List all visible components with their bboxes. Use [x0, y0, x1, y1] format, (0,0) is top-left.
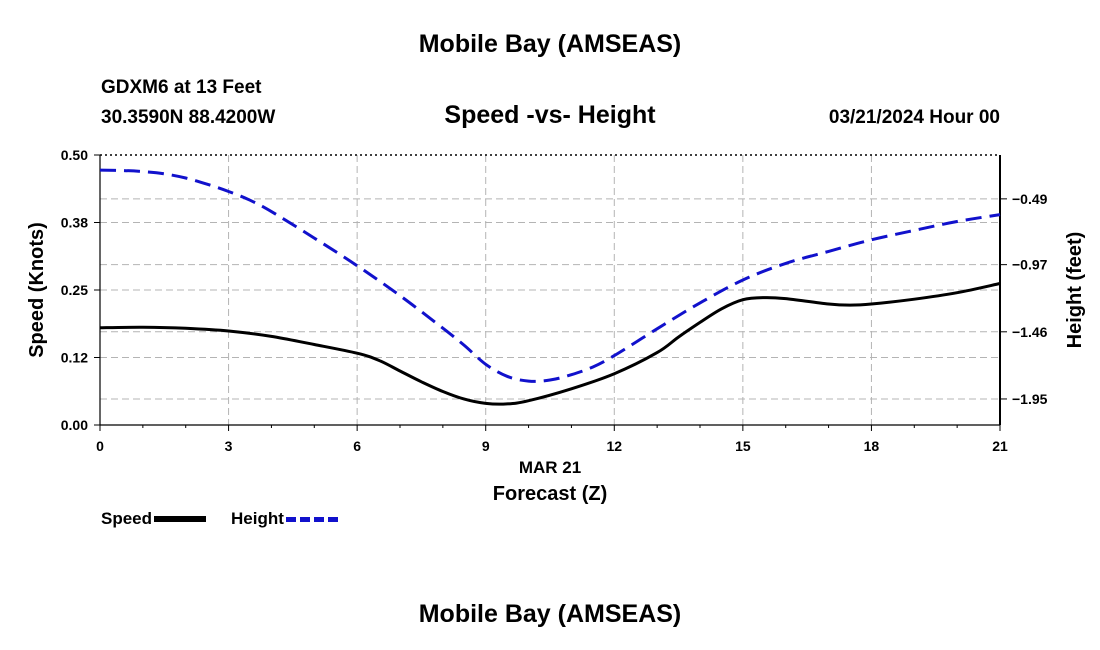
- legend-height: Height: [231, 509, 338, 529]
- station-label: GDXM6 at 13 Feet: [101, 77, 262, 98]
- y2-axis-title: Height (feet): [1064, 232, 1086, 349]
- x-tick-label: 9: [482, 438, 490, 454]
- chart-title-bottom: Mobile Bay (AMSEAS): [418, 600, 682, 628]
- speed-series-line: [99, 282, 1001, 406]
- y-tick-label: 0.50: [61, 147, 88, 163]
- x-tick-label: 6: [353, 438, 361, 454]
- x-tick-label: 0: [96, 438, 104, 454]
- y2-tick-label: −1.46: [1012, 324, 1048, 340]
- x-axis-date-label: MAR 21: [519, 458, 581, 477]
- y2-tick-label: −0.97: [1012, 257, 1048, 273]
- y-tick-label: 0.38: [61, 215, 88, 231]
- x-tick-label: 12: [606, 438, 622, 454]
- x-tick-label: 3: [225, 438, 233, 454]
- x-tick-label: 18: [864, 438, 880, 454]
- legend-speed: Speed: [101, 509, 207, 529]
- x-tick-label: 15: [735, 438, 751, 454]
- y2-tick-label: −0.49: [1012, 191, 1048, 207]
- coordinates-label: 30.3590N 88.4200W: [101, 107, 276, 128]
- y-tick-label: 0.12: [61, 350, 88, 366]
- y-tick-label: 0.25: [61, 282, 88, 298]
- legend-speed-label: Speed: [101, 509, 153, 528]
- y-tick-label: 0.00: [61, 417, 88, 433]
- forecast-datetime: 03/21/2024 Hour 00: [828, 107, 1000, 128]
- height-series-line: [99, 168, 1001, 383]
- legend-height-swatch: [285, 516, 338, 522]
- chart-title-top: Mobile Bay (AMSEAS): [418, 30, 682, 58]
- legend-speed-swatch: [154, 516, 207, 522]
- legend-height-label: Height: [231, 509, 284, 528]
- y2-tick-label: −1.95: [1012, 391, 1048, 407]
- x-tick-label: 21: [992, 438, 1008, 454]
- chart-subtitle: Speed -vs- Height: [444, 101, 656, 129]
- x-axis-title: Forecast (Z): [493, 483, 607, 505]
- y-axis-title: Speed (Knots): [26, 222, 48, 358]
